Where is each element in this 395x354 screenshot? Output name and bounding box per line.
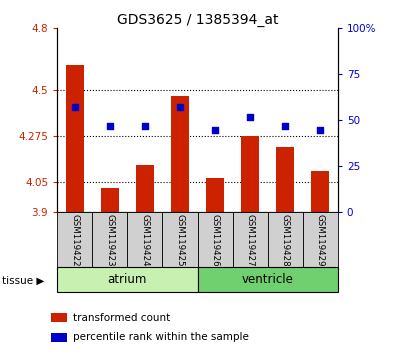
- Bar: [101, 188, 118, 212]
- Bar: [171, 96, 189, 212]
- Bar: [57, 267, 198, 292]
- Bar: [233, 212, 267, 267]
- Bar: [267, 212, 303, 267]
- Bar: [136, 165, 154, 212]
- Text: atrium: atrium: [108, 273, 147, 286]
- Point: [142, 123, 148, 129]
- Point: [212, 127, 218, 132]
- Bar: [127, 212, 162, 267]
- Text: GSM119429: GSM119429: [316, 214, 325, 267]
- Text: GSM119426: GSM119426: [211, 214, 220, 267]
- Bar: [198, 267, 338, 292]
- Bar: [162, 212, 198, 267]
- Text: GSM119422: GSM119422: [70, 214, 79, 267]
- Bar: [206, 178, 224, 212]
- Point: [107, 123, 113, 129]
- Text: GSM119428: GSM119428: [280, 214, 290, 267]
- Point: [247, 114, 253, 120]
- Text: transformed count: transformed count: [73, 313, 170, 322]
- Point: [282, 123, 288, 129]
- Text: GSM119427: GSM119427: [246, 214, 255, 267]
- Text: GSM119423: GSM119423: [105, 214, 115, 267]
- Bar: [276, 147, 294, 212]
- Bar: [311, 171, 329, 212]
- Text: GSM119424: GSM119424: [140, 214, 149, 267]
- Title: GDS3625 / 1385394_at: GDS3625 / 1385394_at: [117, 13, 278, 27]
- Text: percentile rank within the sample: percentile rank within the sample: [73, 332, 249, 342]
- Bar: [198, 212, 233, 267]
- Point: [317, 127, 324, 132]
- Bar: [241, 136, 259, 212]
- Bar: [92, 212, 127, 267]
- Bar: [66, 65, 84, 212]
- Bar: [57, 212, 92, 267]
- Text: GSM119425: GSM119425: [175, 214, 184, 267]
- Point: [177, 105, 183, 110]
- Text: tissue ▶: tissue ▶: [2, 276, 44, 286]
- Text: ventricle: ventricle: [242, 273, 293, 286]
- Bar: [303, 212, 338, 267]
- Point: [71, 105, 78, 110]
